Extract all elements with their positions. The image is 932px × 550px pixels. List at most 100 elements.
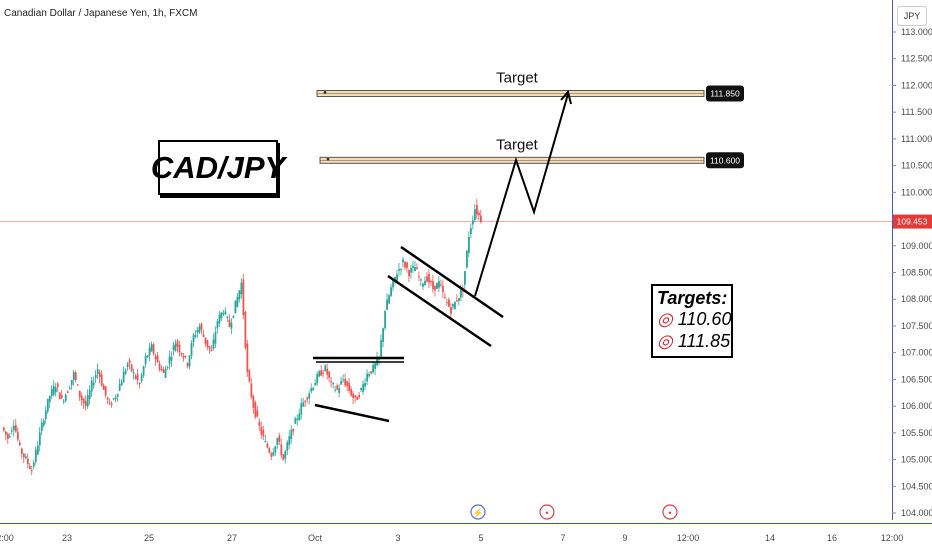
price-tick-label: 106.000: [901, 401, 932, 411]
price-tick-label: 109.000: [901, 241, 932, 251]
candle-body: [74, 372, 77, 381]
candle-body: [382, 328, 385, 342]
candle-body: [98, 372, 101, 377]
price-tick-label: 106.500: [901, 374, 932, 384]
candle-body: [428, 274, 430, 283]
candle-body: [302, 402, 305, 407]
candle-body: [476, 205, 478, 215]
price-tag-target-high: 111.850: [710, 88, 740, 98]
target-band-handle[interactable]: [326, 157, 330, 161]
price-tick-label: 108.500: [901, 268, 932, 278]
flag-icon[interactable]: •: [539, 504, 555, 520]
candle-body: [160, 368, 163, 371]
currency-button[interactable]: JPY: [897, 6, 927, 26]
candle-body: [322, 372, 325, 374]
price-tick-label: 112.500: [901, 54, 932, 64]
candle-body: [148, 347, 151, 356]
candle-body: [104, 386, 107, 396]
candle-body: [254, 402, 257, 418]
candle-body: [242, 279, 245, 316]
candle-body: [266, 443, 269, 448]
candle-body: [314, 383, 317, 386]
candle-body: [342, 379, 345, 381]
candle-body: [350, 389, 353, 396]
candle-body: [210, 349, 213, 352]
forecast-path[interactable]: [474, 93, 569, 297]
candle-body: [14, 425, 17, 432]
candle-body: [44, 410, 47, 420]
candle-body: [258, 421, 261, 426]
candle-body: [186, 363, 189, 367]
channel-upper-line[interactable]: [400, 245, 504, 319]
candle-body: [374, 363, 377, 369]
candle-body: [400, 268, 402, 270]
candle-body: [118, 384, 121, 391]
event-icon-ring: [470, 504, 486, 520]
pair-label-box[interactable]: CAD/JPY: [151, 140, 285, 195]
candle-body: [20, 448, 23, 454]
candle-body: [280, 444, 283, 456]
candle-body: [460, 289, 462, 298]
candle-body: [174, 343, 177, 352]
candle-body: [60, 395, 63, 399]
candle-body: [284, 451, 287, 459]
time-tick-label: 3: [395, 533, 400, 543]
time-tick-label: Oct: [308, 533, 323, 543]
candle-body: [154, 356, 157, 360]
lightning-icon[interactable]: ⚡: [470, 504, 486, 520]
candle-body: [70, 380, 73, 385]
flag-icon[interactable]: •: [662, 504, 678, 520]
candle-body: [454, 301, 456, 310]
price-tick-label: 105.000: [901, 455, 932, 465]
channel-lower-line[interactable]: [387, 274, 492, 348]
candle-body: [190, 343, 193, 356]
candle-body: [16, 431, 19, 440]
candle-body: [36, 445, 39, 455]
candle-body: [208, 345, 211, 349]
candle-body: [306, 397, 309, 400]
candle-body: [48, 395, 51, 402]
candle-body: [406, 262, 408, 269]
event-icon-ring: [539, 504, 555, 520]
targets-box[interactable]: Targets: ◎ 110.60 ◎ 111.85: [651, 284, 733, 358]
price-tick-label: 105.500: [901, 428, 932, 438]
candle-body: [344, 378, 347, 386]
target-label-1: Target: [496, 69, 539, 86]
candle-body: [176, 340, 179, 347]
candle-body: [92, 382, 95, 386]
price-tick-label: 111.000: [901, 134, 932, 144]
candle-body: [220, 312, 223, 319]
candle-body: [404, 262, 406, 268]
candle-body: [426, 276, 428, 282]
candle-body: [138, 382, 141, 385]
candle-body: [372, 365, 375, 373]
symbol-title[interactable]: Canadian Dollar / Japanese Yen, 1h, FXCM: [4, 8, 198, 19]
candle-body: [292, 428, 295, 432]
candle-body: [50, 388, 53, 396]
candle-body: [132, 372, 135, 374]
event-icon-ring: [662, 504, 678, 520]
target-label-2: Target: [496, 136, 539, 153]
candle-body: [278, 435, 281, 442]
price-tick-label: 110.000: [901, 187, 932, 197]
candle-body: [226, 317, 229, 319]
last-price-tag-box: [893, 214, 932, 229]
candle-body: [416, 267, 418, 270]
target-band-handle[interactable]: [323, 91, 327, 94]
candle-body: [394, 277, 396, 281]
candle-body: [318, 371, 321, 377]
candle-body: [364, 383, 367, 387]
candle-body: [224, 311, 227, 314]
candle-body: [144, 356, 147, 365]
candle-body: [298, 413, 301, 421]
candle-body: [202, 334, 205, 338]
candle-body: [272, 452, 275, 456]
support-line[interactable]: [314, 403, 390, 423]
candle-body: [348, 383, 351, 391]
candle-body: [418, 276, 420, 278]
candle-body: [256, 410, 259, 417]
candle-body: [294, 418, 297, 424]
candle-body: [466, 250, 468, 268]
candle-body: [88, 390, 91, 400]
